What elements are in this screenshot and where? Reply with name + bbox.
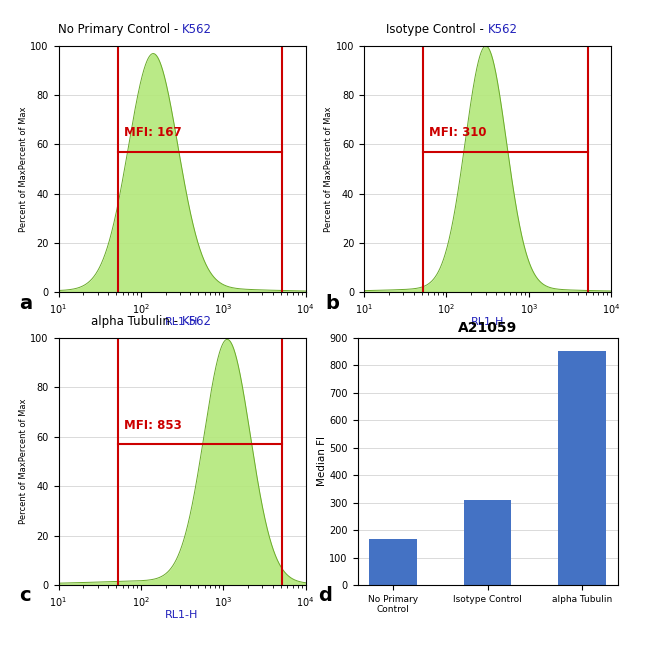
X-axis label: RL1-H: RL1-H [165,317,199,328]
Y-axis label: Median FI: Median FI [317,437,326,486]
Bar [558,351,606,585]
Text: No Primary Control -: No Primary Control - [58,23,182,36]
Text: MFI: 310: MFI: 310 [429,126,487,139]
Text: a: a [20,294,32,313]
Text: K562: K562 [182,315,212,328]
Bar [464,500,511,585]
Text: K562: K562 [182,23,212,36]
Text: Isotype Control -: Isotype Control - [386,23,488,36]
Text: b: b [325,294,339,313]
Y-axis label: Percent of MaxPercent of Max: Percent of MaxPercent of Max [19,398,27,525]
Y-axis label: Percent of MaxPercent of Max: Percent of MaxPercent of Max [324,106,333,232]
Text: alpha Tubulin -: alpha Tubulin - [91,315,182,328]
Y-axis label: Percent of MaxPercent of Max: Percent of MaxPercent of Max [19,106,27,232]
Text: c: c [20,586,31,605]
Text: K562: K562 [488,23,517,36]
Text: d: d [318,586,332,605]
Text: MFI: 853: MFI: 853 [124,419,181,432]
X-axis label: RL1-H: RL1-H [471,317,504,328]
Title: A21059: A21059 [458,322,517,335]
X-axis label: RL1-H: RL1-H [165,610,199,620]
Bar [369,539,417,585]
Text: MFI: 167: MFI: 167 [124,126,181,139]
